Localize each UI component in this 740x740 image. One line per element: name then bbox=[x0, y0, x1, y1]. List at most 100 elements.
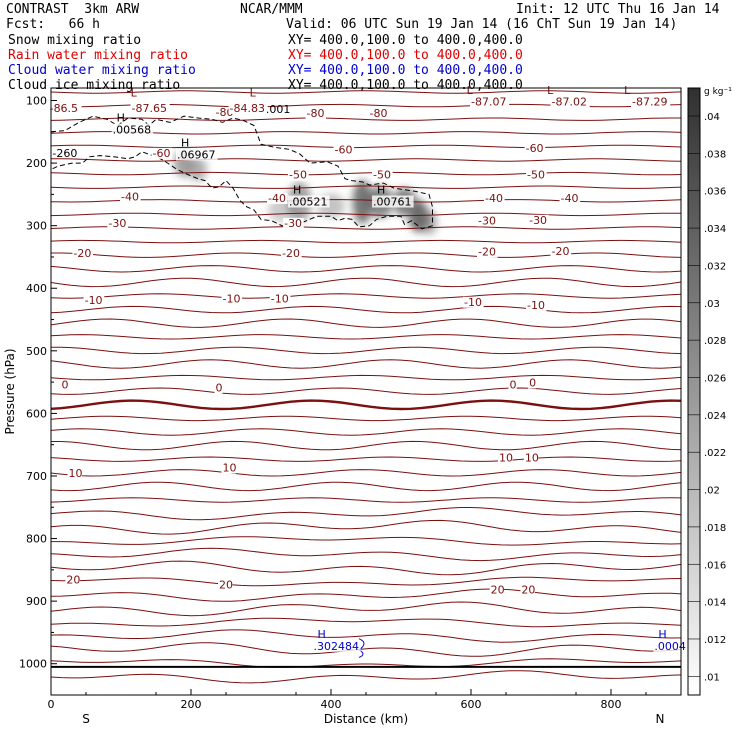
colorbar-tick-label: .032 bbox=[704, 261, 726, 272]
contour-label: 0 bbox=[510, 378, 517, 391]
extremum-marker: L bbox=[467, 84, 474, 97]
contour-label-bg bbox=[477, 215, 498, 227]
contour-label-bg bbox=[67, 468, 82, 480]
isotherm-line bbox=[50, 456, 682, 462]
contour-labels: -86.5 -87.65 -80-84.83 -80 -80-87.07 -87.02 -8… bbox=[48, 96, 671, 597]
contour-label-bg bbox=[333, 144, 355, 156]
extremum-marker: L bbox=[547, 84, 554, 97]
isotherm-line bbox=[50, 519, 682, 535]
cloud-ice-dashed-line bbox=[50, 115, 433, 230]
extremum-marker: L bbox=[250, 87, 257, 100]
contour-label-bg bbox=[528, 214, 549, 226]
y-tick-label: 200 bbox=[26, 157, 47, 170]
contour-label-bg bbox=[526, 299, 547, 311]
contour-label-bg bbox=[305, 107, 327, 119]
extremum-marker: H bbox=[181, 137, 189, 150]
contour-label-bg bbox=[60, 379, 69, 391]
isotherm-line bbox=[50, 131, 682, 135]
isotherm-line bbox=[50, 374, 682, 381]
colorbar-tick-label: .03 bbox=[704, 299, 720, 310]
colorbar-tick-label: .012 bbox=[704, 635, 726, 646]
extremum-marker: H bbox=[117, 112, 125, 125]
x-tick-label: 200 bbox=[181, 698, 202, 711]
contour-label-bg bbox=[372, 169, 393, 181]
contour-label-bg bbox=[559, 192, 581, 204]
contour-label: -87.07 bbox=[471, 96, 506, 109]
misc-label: .001 bbox=[266, 103, 291, 116]
forecast-hour: Fcst: 66 h bbox=[6, 17, 100, 32]
colorbar-tick-label: .02 bbox=[704, 486, 720, 497]
isotherm-line bbox=[50, 277, 682, 288]
contour-label-bg bbox=[221, 462, 236, 474]
isotherm-line bbox=[50, 497, 682, 503]
extremum-value-bg bbox=[176, 148, 218, 161]
init-time: Init: 12 UTC Thu 16 Jan 14 bbox=[516, 2, 720, 17]
colorbar-tick-label: .028 bbox=[704, 336, 726, 347]
isotherm-line bbox=[50, 359, 682, 369]
contour-label: -50 bbox=[289, 169, 307, 182]
contour-label-bg bbox=[368, 107, 390, 119]
colorbar-tick-label: .024 bbox=[704, 411, 726, 422]
colorbar-tick-label: .022 bbox=[704, 448, 726, 459]
extremum-value: .0004 bbox=[654, 640, 686, 653]
contour-label-bg bbox=[470, 96, 510, 108]
contour-label: -80 bbox=[307, 107, 325, 120]
contour-label-bg bbox=[523, 452, 539, 464]
contour-label-bg bbox=[214, 382, 223, 394]
extremum-marker: L bbox=[131, 87, 138, 100]
contour-label-bg bbox=[65, 574, 80, 586]
field-rain-label: Rain water mixing ratio bbox=[8, 48, 189, 63]
isotherm-line bbox=[50, 144, 682, 149]
colorbar-tick-label: .038 bbox=[704, 149, 726, 160]
y-tick-label: 400 bbox=[26, 282, 47, 295]
model-title: CONTRAST 3km ARW bbox=[6, 2, 140, 17]
contour-label: -60 bbox=[153, 147, 171, 160]
direction-north: N bbox=[656, 712, 665, 726]
y-axis-title: Pressure (hPa) bbox=[3, 348, 17, 434]
contour-label-bg bbox=[281, 247, 302, 259]
plot-frame bbox=[50, 87, 682, 696]
contour-label: -10 bbox=[464, 296, 482, 309]
contour-label-bg bbox=[498, 452, 513, 464]
contour-label-bg bbox=[631, 96, 671, 108]
contour-label: -20 bbox=[552, 245, 570, 258]
contour-label: -20 bbox=[282, 247, 300, 260]
extremum-marker: H bbox=[377, 184, 385, 197]
contour-label: -86.5 bbox=[50, 102, 78, 115]
x-tick-label: 800 bbox=[601, 698, 622, 711]
extremum-value: .00568 bbox=[113, 124, 152, 137]
contour-label: -40 bbox=[561, 192, 579, 205]
contour-label: -87.02 bbox=[552, 96, 587, 109]
y-axis: 100 200 300 400 500 600 700 800 900 1000 Pressure … bbox=[3, 95, 57, 671]
direction-south: S bbox=[82, 712, 90, 726]
colorbar-tick-label: .016 bbox=[704, 560, 726, 571]
misc-label: -260 bbox=[52, 147, 77, 160]
contour-label-bg bbox=[550, 96, 590, 108]
isotherm-line bbox=[51, 440, 682, 451]
contour-label: -20 bbox=[478, 246, 496, 259]
field-cloud-water-label: Cloud water mixing ratio bbox=[8, 63, 196, 78]
isotherm-line bbox=[50, 387, 682, 395]
y-tick-label: 1000 bbox=[19, 658, 47, 671]
colorbar-unit: g kg⁻¹ bbox=[704, 87, 732, 97]
isotherm-line bbox=[50, 226, 682, 230]
isotherm-line bbox=[50, 629, 682, 643]
isotherm-line bbox=[50, 171, 682, 176]
isotherm-line bbox=[50, 560, 682, 576]
y-tick-label: 800 bbox=[26, 533, 47, 546]
contour-label-bg bbox=[228, 102, 268, 114]
contour-label-bg bbox=[48, 102, 82, 114]
isotherm-line bbox=[50, 399, 682, 411]
colorbar-tick-label: .014 bbox=[704, 598, 726, 609]
contour-label: -30 bbox=[478, 214, 496, 227]
contour-label: -20 bbox=[73, 247, 91, 260]
contour-label: -60 bbox=[335, 144, 353, 157]
isotherm-line bbox=[50, 469, 682, 477]
isotherm-line bbox=[50, 658, 682, 668]
contour-label-bg bbox=[526, 169, 547, 181]
contour-label-bg bbox=[520, 584, 535, 596]
colorbar-gradient bbox=[687, 87, 701, 696]
x-axis: 0 200 400 600 800 Distance (km) S N bbox=[48, 689, 665, 726]
contour-label: -60 bbox=[526, 142, 544, 155]
